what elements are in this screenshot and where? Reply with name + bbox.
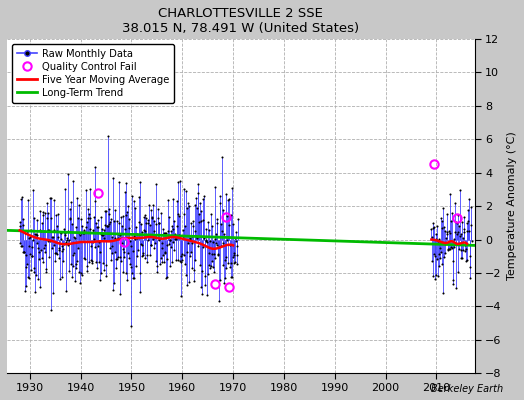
Legend: Raw Monthly Data, Quality Control Fail, Five Year Moving Average, Long-Term Tren: Raw Monthly Data, Quality Control Fail, … — [12, 44, 174, 103]
Text: Berkeley Earth: Berkeley Earth — [431, 384, 503, 394]
Y-axis label: Temperature Anomaly (°C): Temperature Anomaly (°C) — [507, 132, 517, 280]
Title: CHARLOTTESVILLE 2 SSE
38.015 N, 78.491 W (United States): CHARLOTTESVILLE 2 SSE 38.015 N, 78.491 W… — [122, 7, 359, 35]
